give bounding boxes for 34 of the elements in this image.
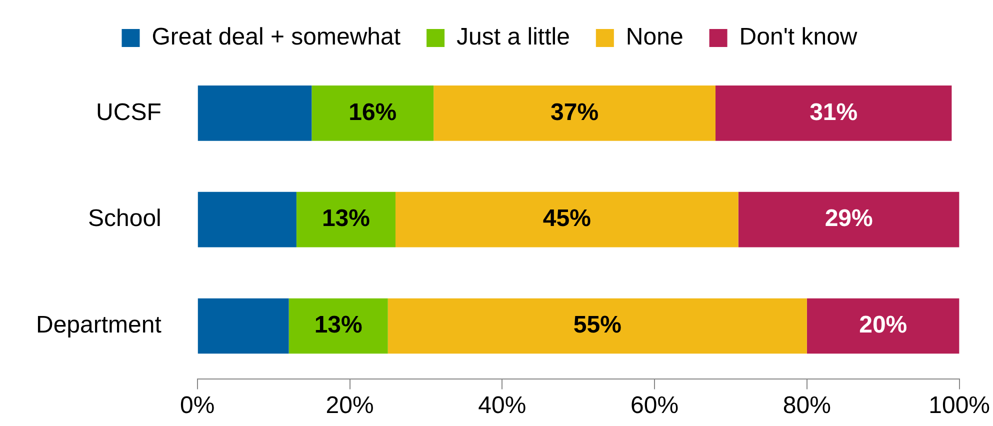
legend-label: Great deal + somewhat: [152, 24, 401, 51]
legend-label: Don't know: [739, 24, 858, 51]
data-label: 37%: [550, 98, 599, 126]
data-label: 29%: [824, 205, 873, 232]
x-tick-label: 0%: [180, 392, 215, 420]
bar: [296, 192, 396, 248]
data-label: 13%: [322, 205, 370, 232]
bar: [806, 298, 960, 354]
bar: [395, 192, 738, 248]
x-tick-label: 60%: [630, 392, 679, 420]
bar: [312, 86, 434, 141]
x-tick-label: 80%: [782, 392, 831, 420]
bar: [388, 298, 807, 354]
bar: [434, 86, 716, 141]
data-label: 55%: [573, 312, 622, 339]
bar: [288, 298, 388, 354]
y-tick-label: School: [88, 205, 162, 232]
bar: [198, 192, 296, 248]
x-tick-label: 40%: [478, 392, 526, 420]
data-label: 31%: [810, 98, 858, 126]
bar: [198, 298, 289, 354]
y-tick-label: UCSF: [96, 98, 162, 126]
x-tick-label: 20%: [326, 392, 374, 420]
data-label: 13%: [314, 312, 362, 339]
legend-label: Just a little: [456, 24, 570, 51]
x-tick-label: 100%: [928, 392, 990, 420]
bar: [715, 86, 952, 141]
data-label: 45%: [542, 205, 591, 232]
bar: [738, 192, 960, 248]
bar: [198, 86, 312, 141]
data-label: 20%: [859, 312, 908, 339]
data-label: 16%: [348, 98, 397, 126]
legend-label: None: [626, 24, 684, 51]
y-tick-label: Department: [36, 312, 162, 339]
